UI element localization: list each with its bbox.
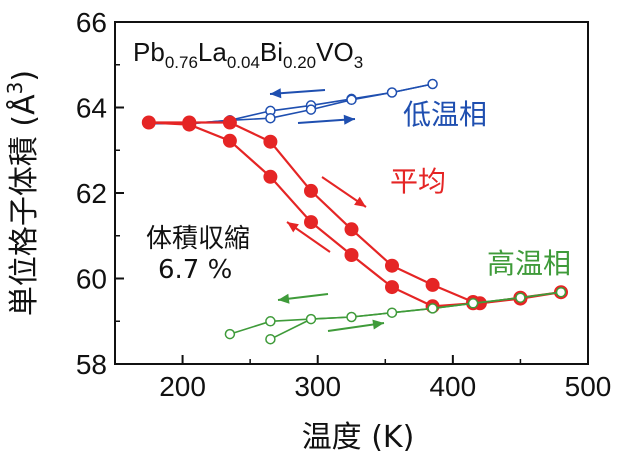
data-point-1 bbox=[263, 169, 278, 184]
x-tick-label: 500 bbox=[565, 371, 612, 402]
y-axis-label: 単位格子体積 (Å3) bbox=[3, 70, 42, 316]
data-point-0 bbox=[386, 87, 398, 98]
data-point-2 bbox=[555, 286, 567, 298]
data-point-2 bbox=[224, 328, 236, 340]
label-low-phase: 低温相 bbox=[403, 98, 487, 131]
label-contraction: 体積収縮 bbox=[146, 224, 250, 254]
data-point-1 bbox=[182, 117, 197, 132]
data-point-2 bbox=[305, 313, 317, 325]
arrow-low-cooling-head bbox=[270, 88, 282, 99]
arrow-avg-heating-head bbox=[354, 196, 366, 207]
arrow-high-heating-head bbox=[372, 319, 384, 330]
data-point-2 bbox=[265, 333, 276, 345]
y-tick-label: 66 bbox=[76, 7, 107, 38]
arrow-high-cooling-head bbox=[278, 293, 290, 304]
data-point-1 bbox=[344, 222, 359, 237]
data-point-1 bbox=[263, 134, 278, 149]
data-point-2 bbox=[346, 311, 357, 323]
x-tick-label: 200 bbox=[159, 371, 206, 402]
data-point-1 bbox=[385, 258, 399, 273]
data-point-2 bbox=[386, 307, 398, 318]
data-point-0 bbox=[265, 112, 276, 124]
data-point-0 bbox=[346, 94, 357, 106]
y-tick-label: 64 bbox=[76, 93, 107, 124]
arrow-low-heating-head bbox=[343, 114, 355, 125]
data-point-2 bbox=[467, 298, 479, 309]
data-point-2 bbox=[265, 316, 276, 327]
x-axis-label: 温度 (K) bbox=[302, 420, 415, 455]
x-tick-label: 300 bbox=[294, 371, 341, 402]
label-contraction-value: 6.7 % bbox=[158, 255, 232, 285]
y-tick-label: 60 bbox=[76, 264, 107, 295]
label-high-phase: 高温相 bbox=[487, 247, 571, 280]
data-point-2 bbox=[515, 292, 526, 303]
arrow-avg-cooling-head bbox=[287, 222, 299, 233]
data-point-1 bbox=[141, 115, 156, 130]
data-point-0 bbox=[427, 78, 438, 90]
data-point-0 bbox=[305, 104, 317, 115]
data-point-1 bbox=[385, 280, 399, 295]
y-tick-label: 62 bbox=[76, 178, 107, 209]
series-line-2-lower bbox=[270, 291, 562, 340]
data-point-1 bbox=[304, 183, 318, 198]
compound-formula: Pb0.76La0.04Bi0.20VO3 bbox=[133, 37, 363, 72]
data-point-1 bbox=[304, 215, 318, 230]
data-point-2 bbox=[427, 303, 438, 314]
data-point-1 bbox=[425, 277, 440, 292]
data-point-1 bbox=[344, 248, 359, 262]
label-average: 平均 bbox=[390, 165, 446, 198]
data-point-1 bbox=[222, 133, 237, 148]
data-point-1 bbox=[222, 115, 237, 130]
y-tick-label: 58 bbox=[76, 349, 107, 380]
x-tick-label: 400 bbox=[429, 371, 476, 402]
